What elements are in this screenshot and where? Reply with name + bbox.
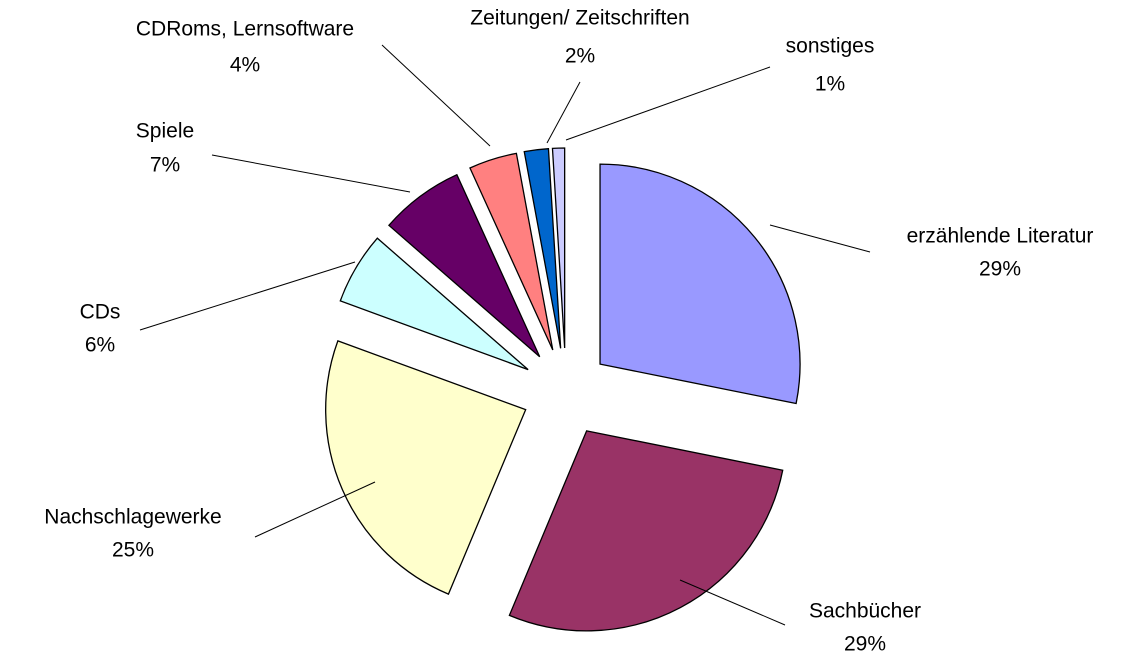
pie-slice: [551, 147, 566, 349]
slice-label: CDRoms, Lernsoftware: [136, 18, 354, 41]
leader-line: [211, 154, 411, 193]
slice-value-label: 4%: [230, 54, 260, 77]
leader-line: [546, 81, 581, 144]
slice-value-label: 7%: [150, 154, 180, 177]
slice-label: sonstiges: [786, 35, 875, 58]
leader-line: [381, 44, 491, 147]
slice-label: Spiele: [136, 120, 194, 143]
leader-line: [254, 481, 376, 538]
leader-line: [769, 224, 871, 253]
leader-line: [139, 261, 356, 331]
leader-line: [565, 66, 771, 141]
pie-slice: [325, 340, 527, 595]
slice-label: Zeitungen/ Zeitschriften: [470, 7, 689, 30]
slice-value-label: 29%: [979, 258, 1021, 281]
slice-value-label: 25%: [112, 539, 154, 562]
pie-slice: [469, 152, 554, 351]
slice-value-label: 6%: [85, 334, 115, 357]
slice-value-label: 29%: [844, 633, 886, 656]
leader-line: [679, 579, 786, 626]
slice-label: erzählende Literatur: [907, 225, 1094, 248]
slice-label: Nachschlagewerke: [44, 506, 221, 529]
pie-slice: [599, 163, 801, 405]
slice-value-label: 2%: [565, 45, 595, 68]
pie-slice: [388, 173, 541, 358]
pie-slice: [523, 148, 562, 349]
slice-label: CDs: [80, 301, 121, 324]
pie-slice: [339, 237, 529, 371]
slice-value-label: 1%: [815, 73, 845, 96]
pie-slice: [508, 430, 784, 632]
slice-label: Sachbücher: [809, 600, 921, 623]
